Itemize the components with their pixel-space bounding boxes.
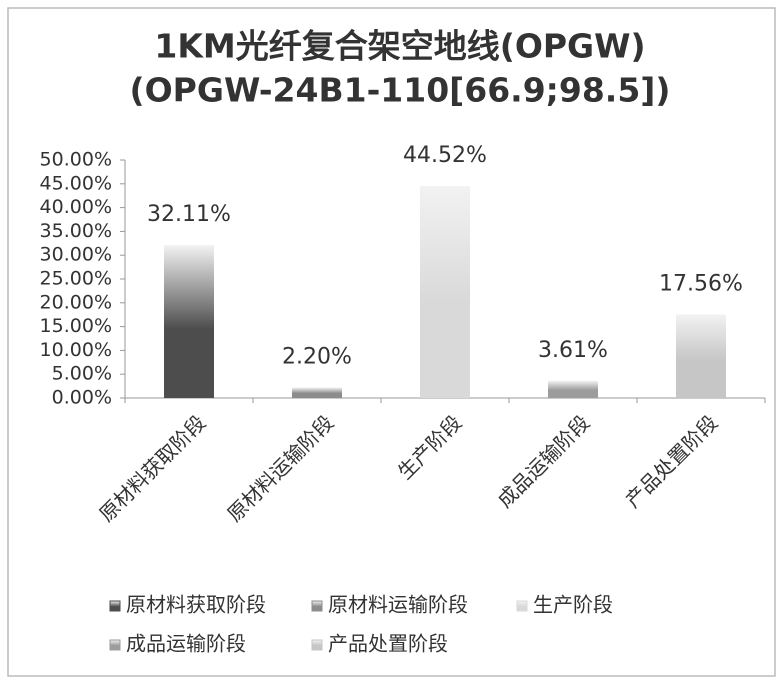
legend-swatch [109,639,121,651]
y-tick-label: 0.00% [52,387,112,409]
y-tick-label: 35.00% [40,220,112,242]
bar [292,387,342,398]
bar [420,186,470,398]
bar [676,314,726,398]
legend-swatch [311,639,323,651]
legend-label: 生产阶段 [533,593,613,617]
y-tick-label: 10.00% [40,339,112,361]
bar [548,380,598,398]
bar [164,245,214,398]
legend-label: 原材料运输阶段 [328,593,468,617]
chart-frame [7,7,776,677]
data-label: 3.61% [538,338,608,363]
legend-swatch [516,600,528,612]
data-label: 32.11% [147,202,231,227]
legend-swatch [311,600,323,612]
y-tick-label: 50.00% [40,149,112,171]
y-tick-label: 20.00% [40,291,112,313]
y-tick-label: 15.00% [40,315,112,337]
legend-label: 产品处置阶段 [328,632,448,656]
data-label: 44.52% [403,143,487,168]
y-tick-label: 25.00% [40,268,112,290]
legend-label: 原材料获取阶段 [126,593,266,617]
data-label: 2.20% [282,345,352,370]
legend-label: 成品运输阶段 [126,632,246,656]
y-tick-label: 40.00% [40,196,112,218]
y-tick-label: 45.00% [40,172,112,194]
y-tick-label: 30.00% [40,244,112,266]
legend-swatch [109,600,121,612]
chart-title: 1KM光纤复合架空地线(OPGW) [154,27,645,66]
data-label: 17.56% [659,271,743,296]
chart-subtitle: (OPGW-24B1-110[66.9;98.5]) [130,71,671,110]
y-tick-label: 5.00% [52,363,112,385]
